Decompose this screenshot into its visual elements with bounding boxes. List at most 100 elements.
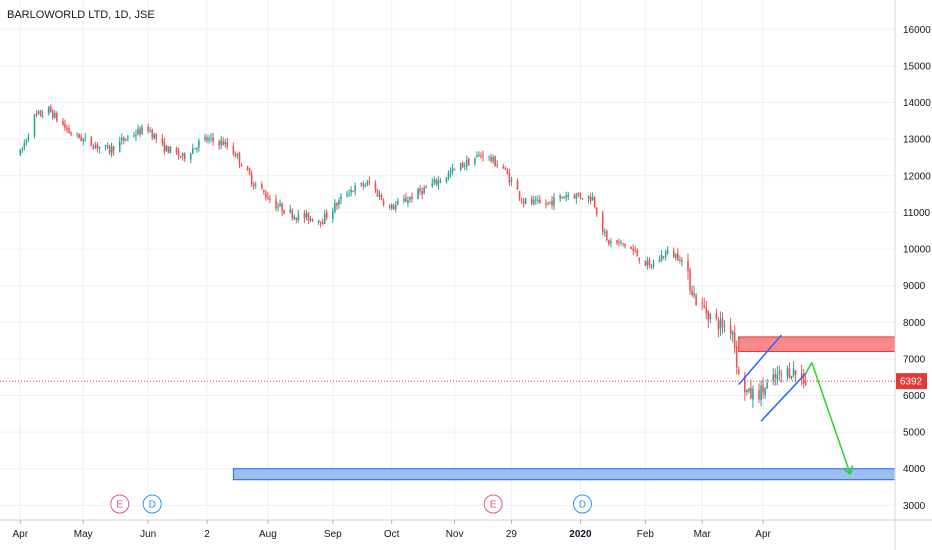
grid-lines (0, 0, 895, 520)
candle-body (490, 157, 492, 162)
candle-body (307, 212, 310, 221)
candle-body (731, 331, 734, 335)
candle-body (752, 389, 754, 400)
candle-body (183, 153, 186, 159)
candle-body (792, 368, 795, 376)
candle-body (425, 187, 427, 189)
candle-body (551, 200, 553, 206)
candle-body (289, 209, 292, 213)
earnings-marker (110, 494, 130, 514)
candle-body (47, 106, 50, 115)
candle-body (652, 262, 655, 267)
candle-body (234, 154, 237, 157)
candle-body (19, 150, 22, 156)
candle-body (297, 213, 300, 221)
channel-line (738, 334, 782, 385)
candle-body (459, 163, 462, 171)
candle-body (510, 180, 513, 182)
candle-body (650, 266, 653, 268)
y-tick-label: 6000 (903, 391, 926, 402)
candle-body (135, 134, 137, 137)
candle-body (595, 207, 598, 215)
candle-body (277, 206, 279, 208)
candle-body (780, 373, 783, 375)
candle-body (634, 250, 637, 252)
candle-body (92, 146, 95, 149)
candle-body (122, 137, 125, 141)
dividend-marker (572, 494, 592, 514)
candle-body (275, 199, 277, 209)
candle-body (27, 136, 30, 140)
candle-body (78, 134, 80, 139)
y-tick-label: 16000 (903, 25, 931, 36)
earnings-marker (483, 494, 503, 514)
candle-body (204, 136, 206, 140)
candle-body (591, 197, 594, 201)
candle-body (68, 128, 70, 133)
candle-body (165, 145, 168, 152)
candles (19, 104, 807, 408)
x-tick-label: May (74, 529, 93, 540)
candle-body (675, 253, 677, 258)
candle-body (723, 325, 726, 327)
x-tick-label: 2 (204, 529, 210, 540)
candle-body (463, 165, 466, 167)
drawings (738, 334, 854, 475)
y-tick-label: 13000 (903, 135, 931, 146)
candle-body (110, 146, 113, 154)
candle-body (403, 198, 405, 201)
last-price-badge (896, 373, 927, 390)
candle-body (261, 184, 263, 190)
candle-body (733, 332, 736, 348)
candle-body (709, 313, 712, 319)
candle-body (735, 346, 738, 368)
candle-body (167, 146, 170, 154)
candle-body (715, 314, 718, 319)
y-tick-label: 15000 (903, 61, 931, 72)
candle-body (405, 197, 407, 202)
candle-body (368, 181, 371, 183)
candle-body (476, 155, 478, 158)
candle-body (37, 111, 40, 114)
candle-body (421, 191, 423, 195)
candle-body (532, 199, 535, 204)
candle-body (125, 139, 127, 141)
event-marker-label: E (116, 500, 123, 511)
candle-body (76, 132, 78, 134)
candle-body (474, 158, 476, 164)
candle-body (658, 259, 661, 263)
candle-body (693, 293, 695, 296)
candle-body (774, 374, 777, 379)
candle-body (224, 142, 227, 144)
candle-body (147, 126, 149, 132)
candle-body (70, 132, 72, 135)
x-tick-label: Oct (384, 529, 400, 540)
candle-body (309, 218, 312, 221)
resistance-zone (738, 336, 896, 353)
candle-body (666, 250, 669, 253)
candle-body (488, 156, 490, 158)
candle-body (96, 144, 99, 149)
candle-body (25, 140, 28, 143)
candle-body (644, 260, 647, 266)
candle-body (139, 128, 141, 135)
candle-body (317, 220, 320, 223)
candle-body (630, 246, 632, 250)
candle-body (269, 198, 271, 200)
candle-body (33, 114, 36, 136)
candle-body (108, 145, 111, 153)
y-tick-label: 7000 (903, 354, 926, 365)
candle-body (575, 193, 578, 199)
candle-body (549, 201, 551, 203)
candle-body (263, 190, 265, 193)
candle-body (530, 198, 533, 204)
candle-body (149, 130, 151, 132)
candle-body (636, 250, 639, 257)
candle-body (212, 137, 214, 142)
time-axis[interactable]: Apr May Jun 2 Aug Sep Oct Nov 29 2020 Feb Mar Apr (0, 519, 932, 540)
candle-body (545, 203, 547, 205)
candle-body (82, 138, 85, 142)
